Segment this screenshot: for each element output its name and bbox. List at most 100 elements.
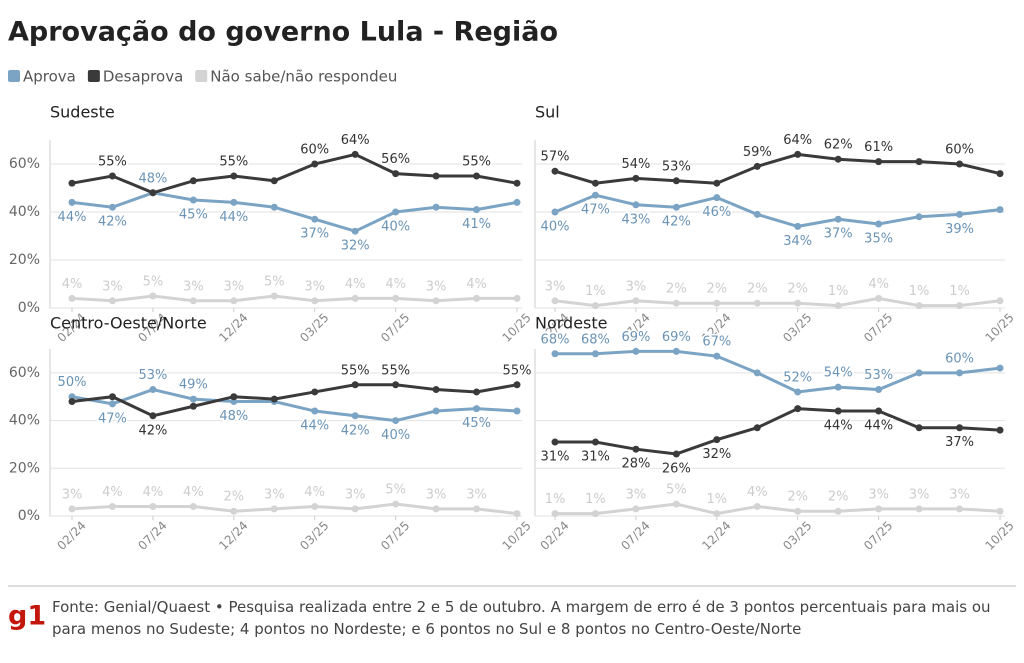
point: [392, 417, 400, 425]
point: [996, 507, 1004, 515]
value-label: 44%: [824, 419, 853, 434]
point: [834, 215, 842, 223]
point: [392, 208, 400, 216]
value-label: 47%: [581, 203, 610, 218]
point: [473, 172, 481, 180]
x-tick-label: 02/24: [537, 518, 571, 552]
point: [915, 369, 923, 377]
value-label: 4%: [466, 277, 487, 292]
value-label: 69%: [621, 330, 650, 345]
point: [149, 502, 157, 510]
point: [672, 347, 680, 355]
value-label: 2%: [828, 490, 849, 505]
point: [149, 292, 157, 300]
point: [392, 294, 400, 302]
series-line: [555, 407, 1001, 456]
point: [794, 150, 802, 158]
point: [956, 424, 964, 432]
value-label: 60%: [945, 351, 974, 366]
y-tick-label: 40%: [9, 204, 40, 220]
series-line: [554, 152, 1001, 185]
point: [753, 162, 761, 170]
value-label: 43%: [621, 212, 650, 227]
value-label: 1%: [707, 492, 728, 507]
point: [473, 405, 481, 413]
value-label: 68%: [541, 332, 570, 347]
point: [513, 407, 521, 415]
point: [632, 174, 640, 182]
point: [230, 297, 238, 305]
value-label: 53%: [662, 159, 691, 174]
value-label: 57%: [541, 150, 570, 165]
value-label: 3%: [304, 279, 325, 294]
point: [108, 172, 116, 180]
point: [672, 177, 680, 185]
point: [956, 369, 964, 377]
value-label: 3%: [909, 487, 930, 502]
point: [875, 220, 883, 228]
value-label: 59%: [743, 145, 772, 160]
value-label: 42%: [341, 423, 370, 438]
value-label: 2%: [787, 282, 808, 297]
point: [591, 438, 599, 446]
point: [794, 507, 802, 515]
point: [513, 510, 521, 518]
point: [270, 203, 278, 211]
point: [956, 210, 964, 218]
point: [915, 302, 923, 310]
series-line: [71, 387, 518, 423]
point: [632, 201, 640, 209]
point: [513, 381, 521, 389]
point: [108, 393, 116, 401]
point: [432, 172, 440, 180]
point: [915, 213, 923, 221]
point: [551, 167, 559, 175]
point: [108, 203, 116, 211]
x-tick-label: 10/25: [499, 518, 533, 552]
series-line: [554, 296, 1001, 308]
point: [632, 297, 640, 305]
point: [230, 198, 238, 206]
point: [270, 292, 278, 300]
legend-swatch: [87, 70, 100, 82]
point: [672, 450, 680, 458]
point: [713, 194, 721, 202]
x-tick-label: 07/25: [861, 518, 895, 552]
point: [351, 227, 359, 235]
value-label: 3%: [426, 279, 447, 294]
point: [432, 505, 440, 513]
point: [551, 438, 559, 446]
point: [915, 424, 923, 432]
point: [591, 179, 599, 187]
value-label: 4%: [747, 485, 768, 500]
point: [713, 179, 721, 187]
point: [432, 407, 440, 415]
y-tick-label: 0%: [18, 508, 40, 524]
x-tick-label: 07/25: [861, 310, 895, 344]
point: [68, 179, 76, 187]
point: [149, 189, 157, 197]
value-label: 1%: [585, 284, 606, 299]
point: [432, 386, 440, 394]
value-label: 52%: [783, 370, 812, 385]
point: [189, 402, 197, 410]
point: [473, 388, 481, 396]
point: [672, 203, 680, 211]
series-line: [71, 152, 518, 195]
x-tick-label: 12/24: [699, 518, 733, 552]
point: [551, 297, 559, 305]
point: [713, 510, 721, 518]
point: [915, 505, 923, 513]
point: [753, 210, 761, 218]
point: [513, 198, 521, 206]
y-tick-label: 60%: [9, 365, 40, 381]
value-label: 3%: [626, 279, 647, 294]
value-label: 5%: [666, 483, 687, 498]
point: [108, 502, 116, 510]
value-label: 48%: [138, 171, 167, 186]
value-label: 4%: [183, 485, 204, 500]
legend-label: Aprova: [23, 68, 76, 86]
point: [551, 350, 559, 358]
point: [351, 150, 359, 158]
